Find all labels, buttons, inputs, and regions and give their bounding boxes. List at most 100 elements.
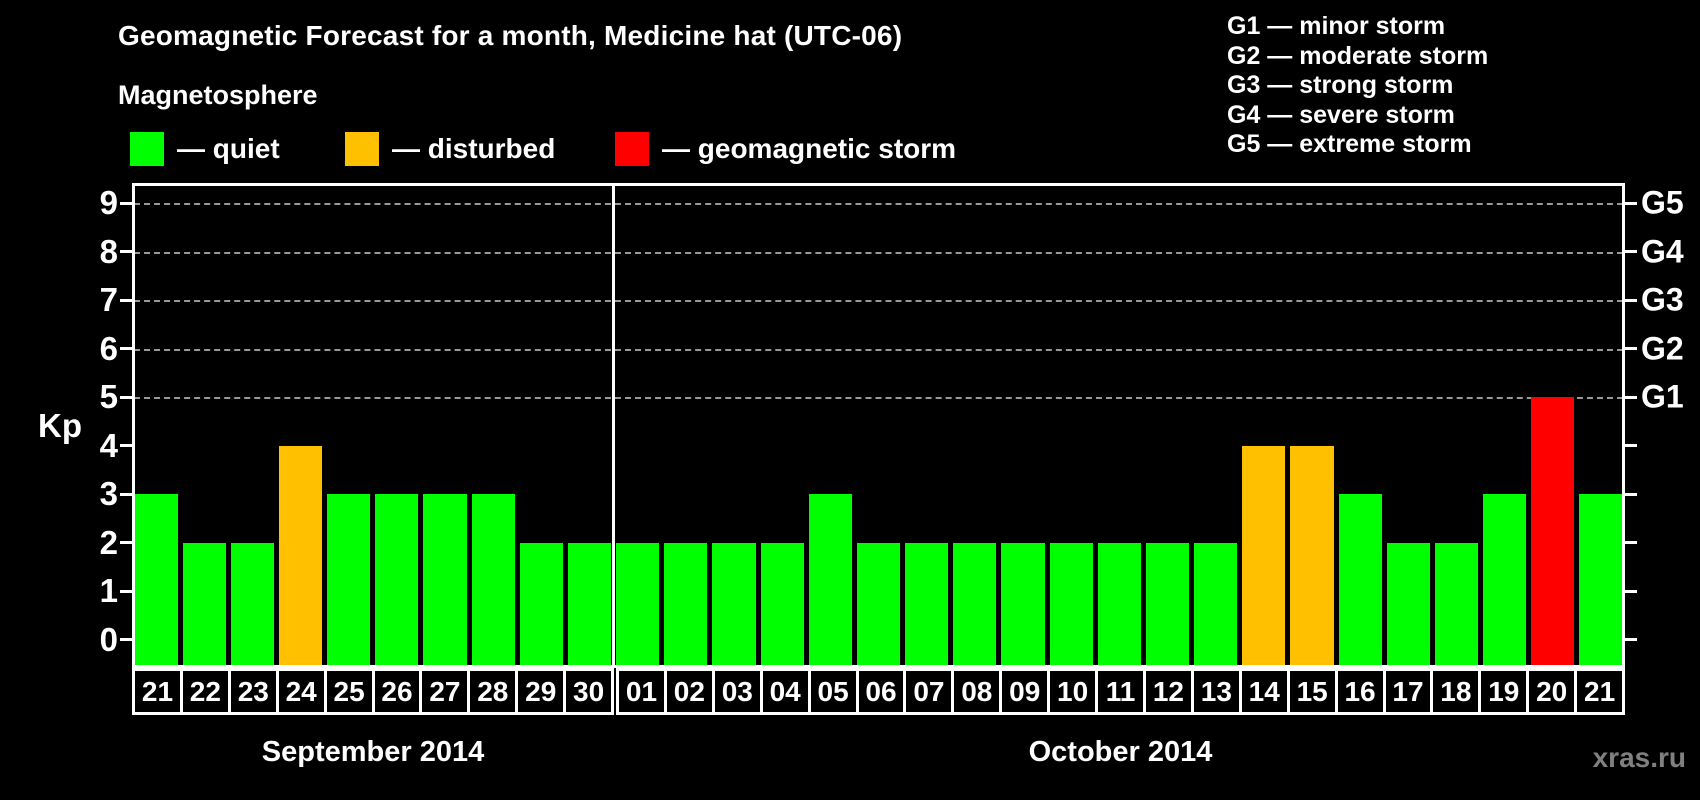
quiet-color-swatch (130, 132, 164, 166)
watermark: xras.ru (1592, 742, 1686, 773)
plot-area (132, 183, 1625, 668)
day-cell-october-03: 03 (714, 671, 763, 712)
y-axis-label-4: 4 (99, 426, 118, 464)
y-tick-right-6 (1625, 347, 1637, 350)
kp-bar-october-03 (712, 542, 756, 668)
right-axis-label-g1: G1 (1641, 378, 1684, 415)
kp-bar-september-28 (471, 494, 515, 668)
kp-bar-october-10 (1049, 542, 1093, 668)
day-cell-october-08: 08 (954, 671, 1003, 712)
day-cell-october-16: 16 (1337, 671, 1386, 712)
g2-legend-line: G2 — moderate storm (1227, 41, 1489, 70)
kp-bar-october-11 (1097, 542, 1141, 668)
day-cell-september-26: 26 (374, 671, 423, 712)
day-cell-october-04: 04 (762, 671, 811, 712)
day-cell-october-13: 13 (1193, 671, 1242, 712)
g-scale-legend: G1 — minor storm G2 — moderate storm G3 … (1227, 12, 1488, 160)
g5-legend-line: G5 — extreme storm (1227, 130, 1472, 158)
g1-legend-line: G1 — minor storm (1227, 12, 1446, 40)
y-axis-label-9: 9 (99, 184, 118, 221)
day-cell-october-05: 05 (810, 671, 859, 712)
y-tick-right-2 (1625, 541, 1637, 544)
g3-legend-line: G3 — strong storm (1227, 71, 1454, 99)
storm-color-swatch (615, 132, 649, 166)
y-tick-left-8 (120, 250, 132, 253)
kp-bar-september-27 (423, 494, 467, 668)
y-tick-left-0 (120, 638, 132, 641)
legend-item-quiet: — quiet (130, 131, 280, 167)
kp-bar-september-22 (182, 542, 226, 668)
y-tick-right-1 (1625, 589, 1637, 593)
day-cell-october-02: 02 (666, 671, 715, 712)
day-cell-september-27: 27 (422, 671, 471, 712)
right-axis-label-g4: G4 (1641, 233, 1684, 269)
day-cell-october-15: 15 (1289, 671, 1338, 712)
legend-item-storm: — geomagnetic storm (615, 131, 956, 167)
legend-item-disturbed: — disturbed (345, 131, 555, 167)
right-axis-label-g5: G5 (1641, 184, 1684, 221)
status-legend: — quiet — disturbed — geomagnetic storm (0, 131, 1100, 167)
kp-bar-october-05 (808, 494, 852, 668)
day-cell-september-24: 24 (278, 671, 327, 712)
y-axis-label-1: 1 (99, 572, 118, 609)
kp-bar-september-29 (519, 542, 563, 668)
g4-legend-line: G4 — severe storm (1227, 100, 1455, 129)
y-tick-left-6 (120, 347, 132, 350)
right-axis-label-g2: G2 (1641, 330, 1684, 366)
kp-bar-october-08 (953, 542, 997, 668)
y-axis-label-5: 5 (99, 378, 118, 415)
right-axis-label-g3: G3 (1641, 281, 1684, 318)
kp-bar-october-21 (1579, 494, 1623, 668)
y-tick-right-5 (1625, 395, 1637, 399)
legend-quiet-label: — quiet (177, 133, 280, 164)
day-label-group-september: 21 22 23 24 25 26 27 28 29 30 (132, 668, 614, 715)
day-cell-october-17: 17 (1385, 671, 1434, 712)
kp-bar-october-20 (1531, 397, 1575, 668)
day-cell-october-01: 01 (619, 671, 667, 712)
kp-bar-october-09 (1001, 542, 1045, 668)
month-label-september: September 2014 (261, 736, 485, 768)
kp-bar-september-24 (278, 445, 323, 668)
day-cell-october-19: 19 (1481, 671, 1530, 712)
y-axis-label-8: 8 (99, 232, 118, 270)
gridline-kp8 (134, 251, 1623, 254)
y-axis-label-2: 2 (99, 523, 118, 561)
y-tick-left-1 (120, 589, 132, 593)
kp-bar-october-17 (1386, 542, 1430, 668)
day-cell-september-21: 21 (135, 671, 183, 712)
y-tick-left-9 (120, 201, 132, 205)
kp-bar-october-14 (1242, 445, 1286, 668)
kp-bar-september-23 (230, 542, 274, 668)
day-cell-october-14: 14 (1241, 671, 1290, 712)
y-axis-label-6: 6 (99, 329, 118, 367)
kp-bar-september-25 (327, 494, 371, 668)
y-tick-left-5 (120, 395, 132, 399)
kp-bar-october-18 (1434, 542, 1478, 668)
kp-bar-october-07 (905, 542, 949, 668)
kp-bar-september-26 (375, 494, 419, 668)
y-axis-label-0: 0 (99, 620, 118, 658)
legend-disturbed-label: — disturbed (392, 133, 556, 164)
day-cell-october-07: 07 (906, 671, 955, 712)
day-cell-october-10: 10 (1050, 671, 1099, 712)
day-cell-september-30: 30 (566, 671, 612, 712)
kp-bar-october-02 (664, 542, 708, 668)
kp-bar-september-21 (134, 494, 178, 668)
y-axis-label-7: 7 (99, 281, 118, 318)
kp-bar-october-01 (616, 542, 660, 668)
gridline-kp5 (134, 397, 1623, 399)
y-axis-title: Kp (38, 407, 82, 444)
day-cell-september-25: 25 (326, 671, 375, 712)
day-label-group-october: 01 02 03 04 05 06 07 08 09 10 11 12 13 14 15 16 17 18 19 20… (616, 668, 1625, 715)
kp-bar-october-16 (1338, 494, 1382, 668)
month-label-october: October 2014 (1028, 736, 1213, 768)
kp-bar-october-04 (760, 542, 804, 668)
day-cell-october-06: 06 (858, 671, 907, 712)
disturbed-color-swatch (345, 132, 379, 166)
y-tick-left-3 (120, 492, 132, 496)
day-cell-october-21: 21 (1577, 671, 1623, 712)
y-tick-left-4 (120, 444, 132, 447)
chart-title: Geomagnetic Forecast for a month, Medici… (118, 20, 903, 51)
y-tick-right-7 (1625, 298, 1637, 302)
